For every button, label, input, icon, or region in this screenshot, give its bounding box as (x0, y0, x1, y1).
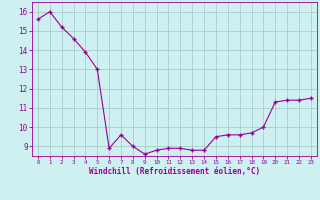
X-axis label: Windchill (Refroidissement éolien,°C): Windchill (Refroidissement éolien,°C) (89, 167, 260, 176)
